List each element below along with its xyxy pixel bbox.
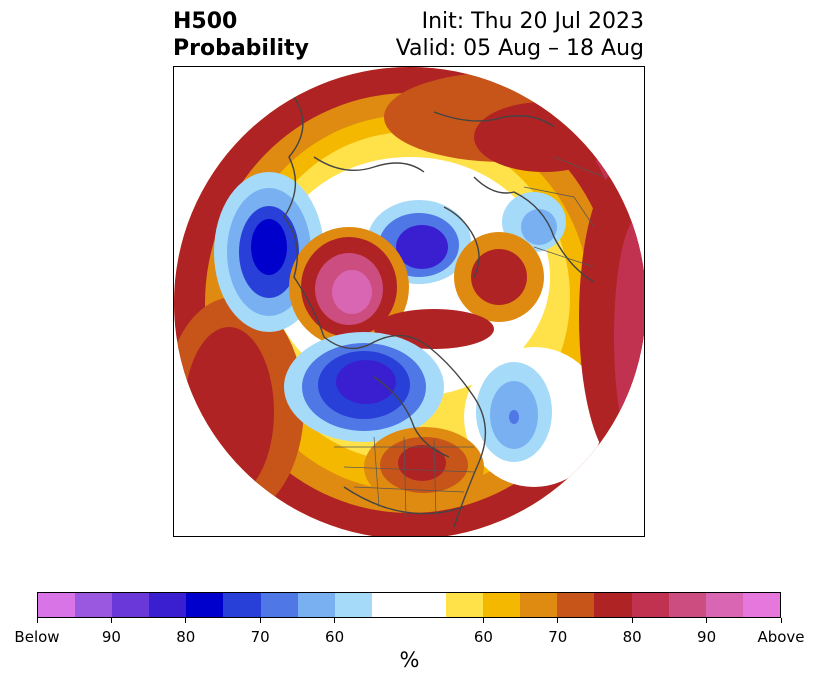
colorbar-tick — [259, 618, 261, 623]
canada-low-core — [336, 360, 396, 404]
north-high-red — [474, 102, 614, 172]
colorbar-segment — [446, 593, 484, 617]
colorbar-tick-label: 70 — [548, 628, 568, 646]
colorbar-tick-label: 60 — [473, 628, 493, 646]
colorbar-tick-label: 90 — [697, 628, 717, 646]
colorbar-segment — [334, 593, 372, 617]
us-high-red — [398, 445, 446, 481]
colorbar-tick — [780, 618, 782, 623]
colorbar-ticks: Below 90 80 70 60 60 70 80 90 Above — [14, 618, 805, 646]
colorbar-unit: % — [399, 648, 420, 672]
colorbar-segment — [149, 593, 187, 617]
title-variable: H500 — [173, 9, 238, 34]
colorbar-segment — [297, 593, 335, 617]
colorbar-segment — [742, 593, 780, 617]
colorbar-tick-label: 80 — [622, 628, 642, 646]
init-date: Init: Thu 20 Jul 2023 — [421, 9, 644, 34]
colorbar-tick — [185, 618, 187, 623]
colorbar-tick — [706, 618, 708, 623]
colorbar-segment — [112, 593, 150, 617]
chart-title-left: H500 Probability — [173, 8, 309, 62]
polar-probability-map — [174, 67, 644, 536]
colorbar-tick-label: 90 — [101, 628, 121, 646]
arctic-low-core — [396, 225, 448, 269]
west-high-red — [184, 327, 274, 497]
colorbar-segment — [594, 593, 632, 617]
colorbar-tick — [36, 618, 38, 623]
colorbar — [37, 592, 781, 618]
colorbar-tick — [110, 618, 112, 623]
colorbar-segment — [557, 593, 595, 617]
colorbar-tick-label: Above — [757, 628, 805, 646]
colorbar-segment — [668, 593, 706, 617]
colorbar-segment — [631, 593, 669, 617]
colorbar-segment — [260, 593, 298, 617]
valid-range: Valid: 05 Aug – 18 Aug — [395, 36, 644, 61]
mid-band-red — [374, 309, 494, 349]
colorbar-segment — [223, 593, 261, 617]
colorbar-tick — [482, 618, 484, 623]
central-high-core — [332, 270, 372, 314]
east-high2-red — [471, 249, 527, 305]
colorbar-segment — [705, 593, 743, 617]
colorbar-tick-label: 60 — [325, 628, 345, 646]
coastlines — [283, 96, 595, 528]
chart-title-right: Init: Thu 20 Jul 2023 Valid: 05 Aug – 18… — [396, 8, 644, 62]
colorbar-tick — [334, 618, 336, 623]
colorbar-segment — [186, 593, 224, 617]
colorbar-tick-label: 70 — [250, 628, 270, 646]
colorbar-segment — [520, 593, 558, 617]
colorbar-segment — [75, 593, 113, 617]
political-borders — [334, 156, 605, 518]
atlantic-low-core — [509, 410, 519, 424]
ne-low-mid — [521, 209, 557, 245]
colorbar-tick-label: Below — [14, 628, 60, 646]
colorbar-segment — [483, 593, 521, 617]
colorbar-segment — [38, 593, 76, 617]
colorbar-segment — [371, 593, 447, 617]
colorbar-tick — [557, 618, 559, 623]
colorbar-tick — [631, 618, 633, 623]
title-quantity: Probability — [173, 36, 309, 61]
map-panel — [173, 66, 645, 537]
colorbar-tick-label: 80 — [176, 628, 196, 646]
west-low-core — [251, 219, 287, 275]
